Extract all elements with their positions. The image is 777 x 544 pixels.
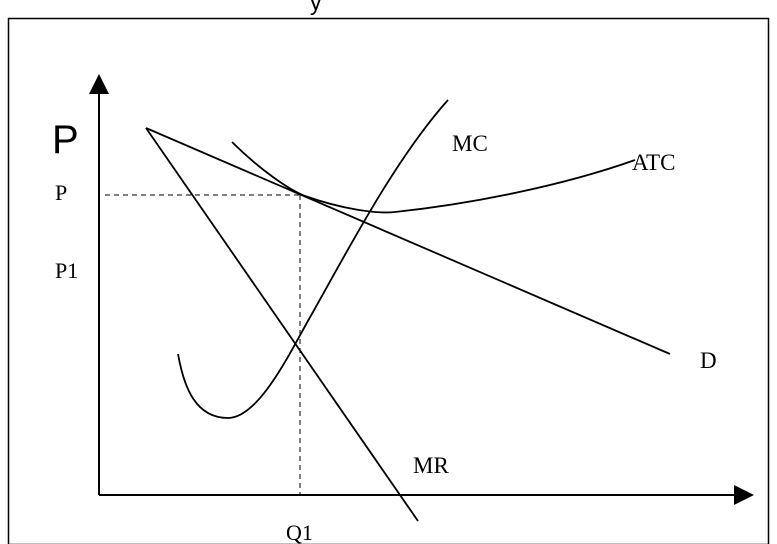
- y-axis-title: P: [52, 118, 79, 162]
- top-caption: у: [310, 0, 322, 15]
- marginal-cost-curve: [177, 99, 449, 419]
- label-atc: ATC: [632, 150, 675, 175]
- label-mr: MR: [413, 453, 449, 478]
- y-tick-p: P: [55, 180, 67, 205]
- x-tick-q1: Q1: [286, 520, 313, 544]
- y-tick-p1: P1: [55, 258, 78, 283]
- diagram-frame: [7, 17, 770, 544]
- demand-curve: [145, 127, 671, 355]
- label-mc: MC: [452, 131, 488, 156]
- average-total-cost-curve: [231, 141, 636, 214]
- marginal-revenue-curve: [145, 127, 419, 522]
- label-d: D: [700, 348, 717, 373]
